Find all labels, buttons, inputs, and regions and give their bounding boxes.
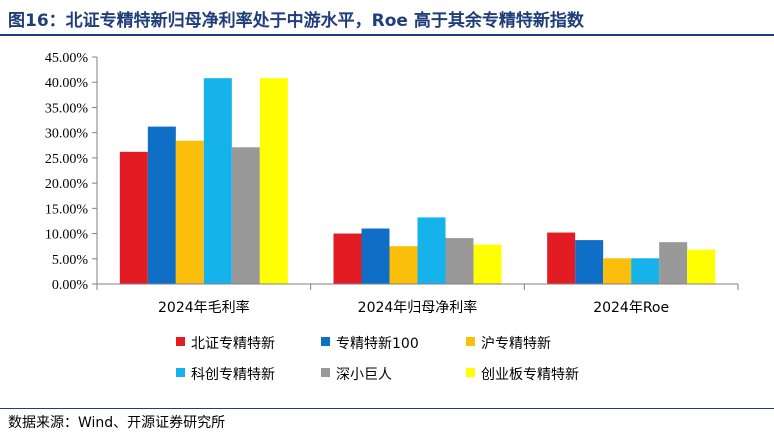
x-axis: 2024年毛利率 2024年归母净利率 2024年Roe bbox=[96, 283, 739, 316]
category-label: 2024年归母净利率 bbox=[358, 299, 478, 316]
y-tick-label: 30.00% bbox=[45, 127, 89, 142]
y-tick-label: 35.00% bbox=[45, 101, 89, 116]
y-tick-label: 5.00% bbox=[52, 253, 89, 268]
bar bbox=[687, 249, 716, 284]
y-tick-label: 45.00% bbox=[45, 51, 89, 66]
bar bbox=[473, 244, 502, 284]
bar bbox=[231, 147, 260, 284]
bar bbox=[547, 232, 576, 284]
title-divider bbox=[0, 34, 774, 36]
category-label: 2024年Roe bbox=[593, 300, 669, 316]
bar bbox=[417, 217, 446, 284]
y-tick-label: 0.00% bbox=[52, 278, 89, 293]
bar bbox=[361, 228, 390, 284]
legend-swatch bbox=[176, 337, 185, 346]
y-tick-label: 40.00% bbox=[45, 76, 89, 91]
bar bbox=[119, 151, 148, 284]
chart-title: 图16：北证专精特新归母净利率处于中游水平，Roe 高于其余专精特新指数 bbox=[8, 11, 584, 31]
legend-swatch bbox=[176, 368, 185, 377]
bar bbox=[631, 258, 660, 284]
legend-label: 沪专精特新 bbox=[481, 336, 551, 352]
bars bbox=[119, 78, 716, 284]
bar bbox=[333, 233, 362, 284]
bar-chart: 0.00% 5.00% 10.00% 15.00% 20.00% 25.00% 30.00%… bbox=[45, 51, 739, 383]
bar bbox=[259, 78, 288, 284]
bar bbox=[659, 242, 688, 284]
y-tick-label: 20.00% bbox=[45, 177, 89, 192]
bar bbox=[175, 140, 204, 284]
legend-label: 深小巨人 bbox=[336, 367, 392, 383]
legend-label: 专精特新100 bbox=[336, 336, 419, 352]
y-tick-label: 10.00% bbox=[45, 228, 89, 243]
footer-divider bbox=[0, 408, 774, 409]
y-tick-label: 15.00% bbox=[45, 202, 89, 217]
legend-label: 创业板专精特新 bbox=[481, 367, 579, 383]
y-tick-label: 25.00% bbox=[45, 152, 89, 167]
bar bbox=[147, 126, 176, 284]
bar bbox=[389, 246, 418, 284]
y-axis: 0.00% 5.00% 10.00% 15.00% 20.00% 25.00% 30.00%… bbox=[45, 51, 98, 293]
legend-label: 科创专精特新 bbox=[191, 367, 275, 383]
bar bbox=[445, 238, 474, 284]
data-source: 数据来源：Wind、开源证券研究所 bbox=[8, 415, 226, 431]
legend-label: 北证专精特新 bbox=[191, 336, 275, 352]
bar bbox=[575, 240, 604, 284]
bar bbox=[603, 258, 632, 284]
legend-swatch bbox=[466, 368, 475, 377]
legend-swatch bbox=[321, 368, 330, 377]
legend-swatch bbox=[466, 337, 475, 346]
category-label: 2024年毛利率 bbox=[158, 299, 250, 316]
bar bbox=[203, 78, 232, 284]
legend-swatch bbox=[321, 337, 330, 346]
